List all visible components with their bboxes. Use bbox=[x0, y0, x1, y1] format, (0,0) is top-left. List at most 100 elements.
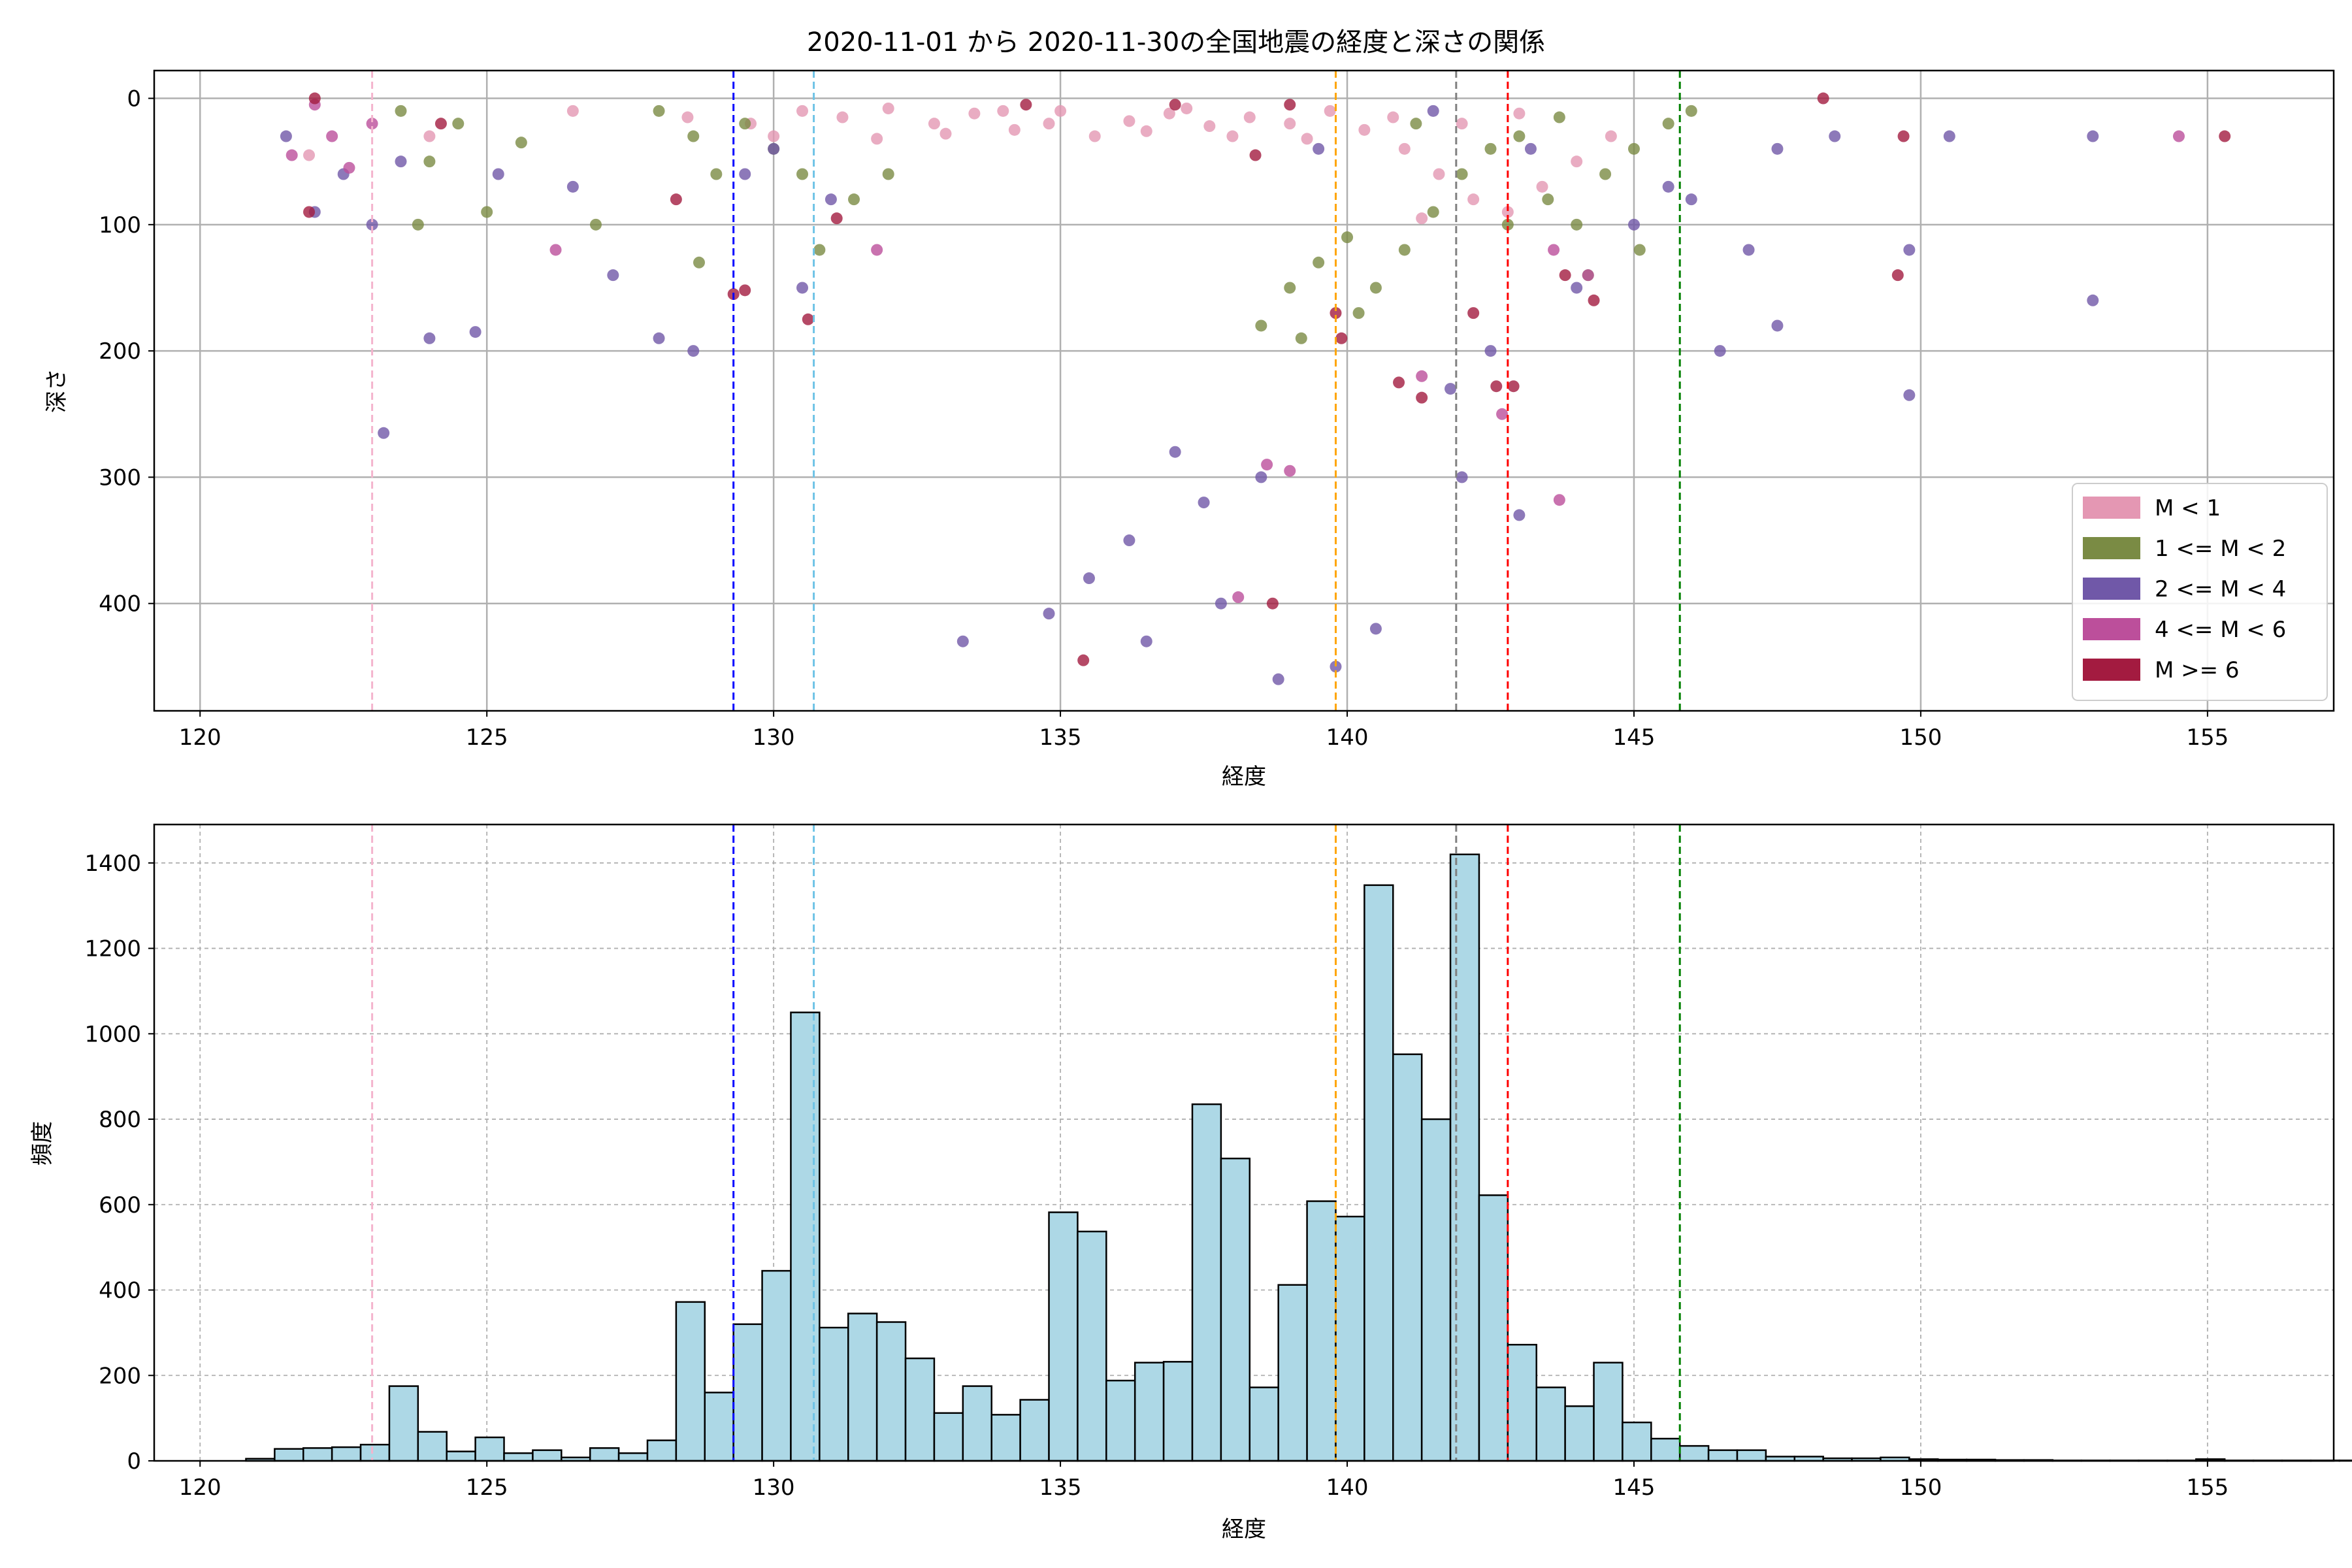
scatter-point bbox=[710, 168, 723, 180]
scatter-point bbox=[1123, 115, 1135, 127]
scatter-x-tick-label: 130 bbox=[753, 725, 795, 751]
scatter-point bbox=[469, 326, 482, 338]
scatter-point bbox=[871, 244, 883, 256]
scatter-point bbox=[813, 244, 826, 256]
scatter-point bbox=[1169, 99, 1181, 111]
scatter-point bbox=[1284, 99, 1296, 111]
scatter-point bbox=[693, 256, 705, 269]
scatter-point bbox=[1330, 661, 1342, 673]
histogram-bar bbox=[1449, 853, 1480, 1462]
scatter-point bbox=[1605, 130, 1617, 142]
scatter-point bbox=[481, 206, 493, 218]
scatter-point bbox=[1232, 591, 1245, 604]
legend-swatch bbox=[2083, 537, 2140, 559]
histogram-y-axis-label: 頻度 bbox=[29, 1121, 56, 1166]
scatter-point bbox=[1284, 465, 1296, 477]
scatter-point bbox=[1588, 294, 1600, 306]
histogram-bar bbox=[1593, 1362, 1624, 1462]
scatter-point bbox=[1559, 269, 1571, 282]
histogram-y-tick-label: 1400 bbox=[84, 851, 141, 877]
scatter-point bbox=[1445, 383, 1457, 395]
scatter-point bbox=[303, 206, 316, 218]
scatter-point bbox=[768, 142, 780, 155]
scatter-point bbox=[1771, 319, 1784, 332]
legend-label: 2 <= M < 4 bbox=[2155, 576, 2286, 602]
histogram-bar bbox=[1564, 1405, 1595, 1462]
scatter-point bbox=[670, 193, 682, 206]
scatter-point bbox=[1829, 130, 1841, 142]
histogram-bar bbox=[417, 1431, 448, 1462]
legend-label: 1 <= M < 2 bbox=[2155, 536, 2286, 562]
histogram-bar bbox=[589, 1447, 620, 1462]
scatter-point bbox=[1548, 244, 1560, 256]
scatter-reference-lines bbox=[371, 71, 1681, 711]
scatter-point bbox=[1685, 193, 1697, 206]
histogram-bar bbox=[819, 1326, 849, 1462]
scatter-y-axis-label: 深さ bbox=[44, 368, 70, 413]
histogram-bar bbox=[532, 1449, 563, 1462]
scatter-point bbox=[1662, 118, 1674, 130]
scatter-point bbox=[1398, 244, 1411, 256]
scatter-point bbox=[395, 105, 407, 117]
histogram-y-tick-label: 200 bbox=[99, 1363, 141, 1389]
histogram-bar bbox=[1105, 1379, 1136, 1462]
scatter-point bbox=[1507, 380, 1520, 393]
legend-label: M < 1 bbox=[2155, 495, 2221, 521]
scatter-x-tick-label: 145 bbox=[1613, 725, 1656, 751]
scatter-point bbox=[1553, 111, 1565, 123]
scatter-point bbox=[1501, 206, 1514, 218]
scatter-point bbox=[1387, 111, 1399, 123]
scatter-grid bbox=[154, 71, 2334, 711]
histogram-y-tick-label: 0 bbox=[127, 1448, 141, 1475]
histogram-reference-lines bbox=[371, 825, 1681, 1461]
scatter-point bbox=[1203, 120, 1216, 133]
scatter-point bbox=[802, 313, 814, 325]
scatter-point bbox=[1410, 118, 1422, 130]
histogram-x-ticks: 120 125 130 135 140 145 150 155 bbox=[179, 1461, 2229, 1501]
scatter-point bbox=[1163, 107, 1175, 120]
scatter-plot-frame bbox=[153, 69, 2335, 712]
histogram-y-tick-label: 1200 bbox=[84, 936, 141, 962]
histogram-x-tick-label: 145 bbox=[1613, 1475, 1656, 1501]
scatter-point bbox=[1369, 623, 1382, 635]
histogram-bar bbox=[847, 1313, 878, 1462]
scatter-point bbox=[1083, 572, 1095, 585]
scatter-point bbox=[1226, 130, 1239, 142]
scatter-point bbox=[653, 105, 665, 117]
scatter-x-tick-label: 135 bbox=[1039, 725, 1082, 751]
scatter-point bbox=[1467, 193, 1480, 206]
scatter-point bbox=[796, 105, 809, 117]
scatter-point bbox=[1313, 142, 1325, 155]
scatter-point bbox=[1427, 206, 1439, 218]
scatter-point bbox=[566, 180, 579, 193]
scatter-x-tick-label: 125 bbox=[466, 725, 508, 751]
histogram-bar bbox=[1678, 1445, 1710, 1462]
histogram-bar bbox=[875, 1321, 907, 1462]
histogram-bar bbox=[646, 1439, 678, 1462]
histogram-bar bbox=[904, 1357, 936, 1462]
scatter-point bbox=[1054, 105, 1067, 117]
scatter-y-ticks: 0 100 200 300 400 bbox=[99, 86, 154, 617]
scatter-point bbox=[412, 218, 424, 231]
scatter-point bbox=[326, 130, 338, 142]
scatter-point bbox=[1352, 307, 1365, 319]
histogram-bar bbox=[1249, 1386, 1279, 1462]
scatter-point bbox=[1484, 345, 1497, 357]
scatter-y-tick-label: 400 bbox=[99, 591, 141, 617]
scatter-point bbox=[2087, 130, 2099, 142]
histogram-bars bbox=[245, 853, 2352, 1462]
scatter-point bbox=[1077, 654, 1090, 666]
scatter-point bbox=[1043, 608, 1055, 620]
histogram-panel: 120 125 130 135 140 145 150 155 0 200 400 600 800 10… bbox=[29, 823, 2352, 1543]
histogram-x-tick-label: 130 bbox=[753, 1475, 795, 1501]
histogram-y-ticks: 0 200 400 600 800 1000 1200 1400 bbox=[84, 851, 154, 1475]
histogram-bar bbox=[1707, 1449, 1739, 1462]
scatter-point bbox=[434, 118, 447, 130]
histogram-bar bbox=[1392, 1053, 1423, 1462]
scatter-point bbox=[1685, 105, 1697, 117]
scatter-point bbox=[796, 282, 809, 294]
scatter-x-axis-label: 経度 bbox=[1222, 764, 1266, 790]
histogram-bar bbox=[302, 1447, 333, 1462]
scatter-point bbox=[1416, 391, 1428, 404]
